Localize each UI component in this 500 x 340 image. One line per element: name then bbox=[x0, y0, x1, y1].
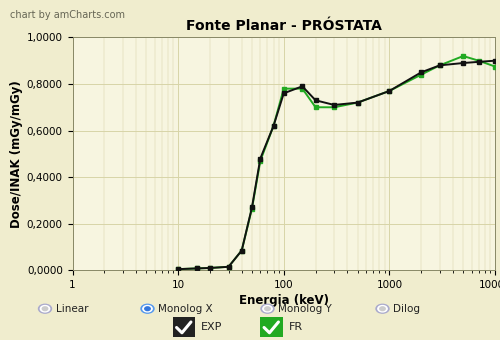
Text: EXP: EXP bbox=[201, 322, 222, 332]
Text: Monolog Y: Monolog Y bbox=[278, 304, 332, 314]
X-axis label: Energia (keV): Energia (keV) bbox=[239, 294, 329, 307]
Text: chart by amCharts.com: chart by amCharts.com bbox=[10, 10, 125, 20]
Text: FR: FR bbox=[288, 322, 302, 332]
Y-axis label: Dose/INAK (mGy/mGy): Dose/INAK (mGy/mGy) bbox=[10, 80, 22, 228]
FancyBboxPatch shape bbox=[172, 316, 196, 338]
Title: Fonte Planar - PRÓSTATA: Fonte Planar - PRÓSTATA bbox=[186, 19, 382, 33]
Text: Dilog: Dilog bbox=[394, 304, 420, 314]
Text: Monolog X: Monolog X bbox=[158, 304, 213, 314]
Text: Linear: Linear bbox=[56, 304, 88, 314]
FancyBboxPatch shape bbox=[259, 316, 283, 338]
